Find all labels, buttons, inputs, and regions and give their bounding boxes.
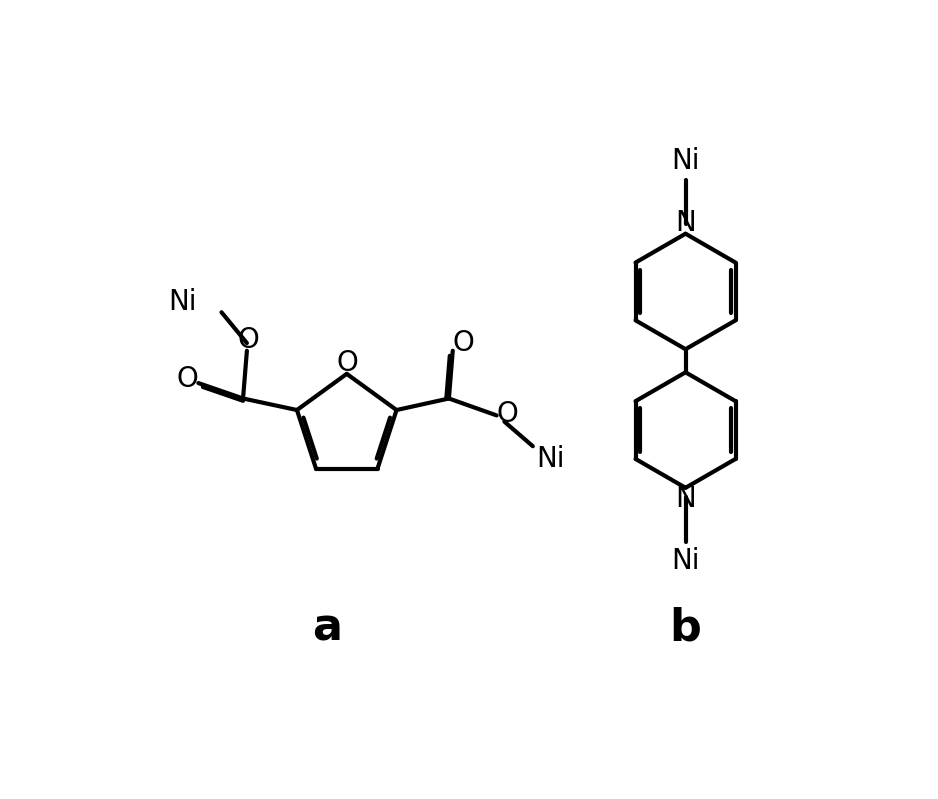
Text: Ni: Ni (672, 146, 700, 174)
Text: O: O (453, 329, 475, 357)
Text: O: O (176, 365, 199, 393)
Text: O: O (496, 400, 519, 428)
Text: O: O (237, 326, 259, 354)
Text: Ni: Ni (672, 547, 700, 575)
Text: Ni: Ni (537, 445, 565, 473)
Text: O: O (337, 349, 358, 377)
Text: N: N (675, 484, 696, 513)
Text: b: b (670, 606, 702, 650)
Text: a: a (312, 606, 342, 650)
Text: N: N (675, 209, 696, 237)
Text: Ni: Ni (168, 288, 197, 316)
